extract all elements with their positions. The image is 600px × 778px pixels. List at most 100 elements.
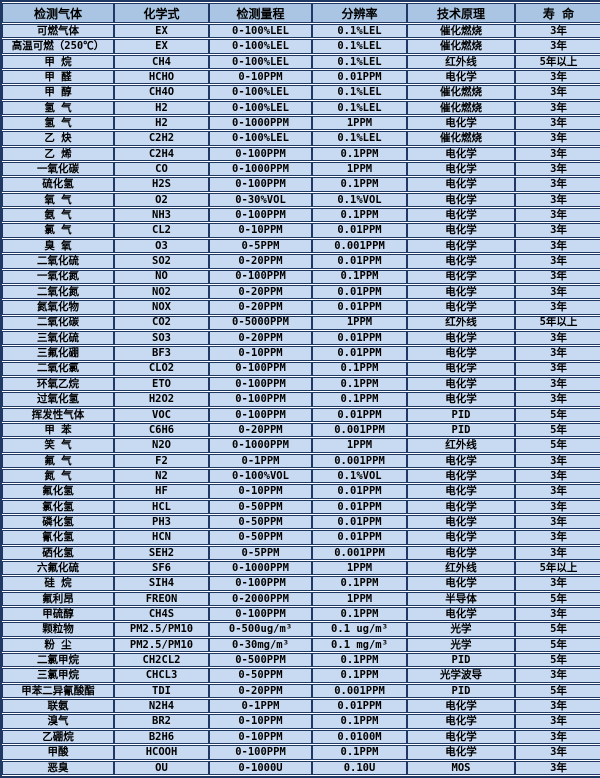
column-header: 化学式 (114, 3, 209, 23)
formula-cell: C2H4 (114, 146, 209, 162)
lifespan-cell: 3年 (515, 453, 600, 468)
lifespan-cell: 3年 (515, 484, 600, 499)
gas-name-cell: 环氧乙烷 (2, 376, 114, 392)
gas-name-cell: 恶臭 (2, 760, 114, 775)
range-cell: 0-30%VOL (209, 192, 312, 208)
table-row: 甲 醇 CH4O 0-100%LEL 0.1%LEL 催化燃烧 3年 (2, 85, 600, 100)
formula-cell: CHCL3 (114, 668, 209, 683)
resolution-cell: 0.001PPM (312, 545, 407, 561)
gas-name-cell: 高温可燃（250℃） (2, 39, 114, 54)
range-cell: 0-100PPM (209, 361, 312, 376)
gas-name-cell: 过氧化氢 (2, 392, 114, 407)
column-header: 分辨率 (312, 3, 407, 23)
gas-name-cell: 氧 气 (2, 192, 114, 208)
lifespan-cell: 3年 (515, 70, 600, 85)
gas-name-cell: 二氧化碳 (2, 315, 114, 330)
resolution-cell: 1PPM (312, 591, 407, 607)
table-row: 颗粒物 PM2.5/PM10 0-500ug/m³ 0.1 ug/m³ 光学 5年 (2, 622, 600, 637)
formula-cell: NH3 (114, 208, 209, 223)
gas-name-cell: 颗粒物 (2, 622, 114, 637)
table-row: 恶臭 OU 0-1000U 0.10U MOS 3年 (2, 760, 600, 775)
formula-cell: SIH4 (114, 576, 209, 591)
principle-cell: 电化学 (407, 238, 515, 254)
formula-cell: N2 (114, 468, 209, 484)
range-cell: 0-5000PPM (209, 315, 312, 330)
principle-cell: 电化学 (407, 146, 515, 162)
principle-cell: 电化学 (407, 729, 515, 745)
lifespan-cell: 3年 (515, 361, 600, 376)
formula-cell: ETO (114, 376, 209, 392)
range-cell: 0-100%LEL (209, 131, 312, 146)
range-cell: 0-100PPM (209, 392, 312, 407)
formula-cell: N2H4 (114, 699, 209, 714)
gas-name-cell: 三氯甲烷 (2, 668, 114, 683)
lifespan-cell: 3年 (515, 284, 600, 300)
gas-name-cell: 一氧化碳 (2, 162, 114, 177)
resolution-cell: 0.1%LEL (312, 39, 407, 54)
lifespan-cell: 5年 (515, 637, 600, 653)
lifespan-cell: 3年 (515, 468, 600, 484)
table-row: 粉 尘 PM2.5/PM10 0-30mg/m³ 0.1 mg/m³ 光学 5年 (2, 637, 600, 653)
column-header: 技术原理 (407, 3, 515, 23)
range-cell: 0-100%LEL (209, 85, 312, 100)
resolution-cell: 0.1PPM (312, 745, 407, 760)
lifespan-cell: 3年 (515, 238, 600, 254)
lifespan-cell: 5年 (515, 622, 600, 637)
lifespan-cell: 3年 (515, 100, 600, 116)
formula-cell: CO (114, 162, 209, 177)
principle-cell: PID (407, 407, 515, 422)
principle-cell: PID (407, 422, 515, 438)
formula-cell: N2O (114, 438, 209, 453)
principle-cell: 电化学 (407, 714, 515, 729)
table-row: 硅 烷 SIH4 0-100PPM 0.1PPM 电化学 3年 (2, 576, 600, 591)
lifespan-cell: 3年 (515, 300, 600, 315)
gas-name-cell: 溴气 (2, 714, 114, 729)
range-cell: 0-100PPM (209, 576, 312, 591)
range-cell: 0-100%LEL (209, 54, 312, 70)
formula-cell: VOC (114, 407, 209, 422)
resolution-cell: 0.1%VOL (312, 468, 407, 484)
lifespan-cell: 3年 (515, 223, 600, 238)
resolution-cell: 0.1%LEL (312, 85, 407, 100)
lifespan-cell: 3年 (515, 116, 600, 131)
formula-cell: OU (114, 760, 209, 775)
principle-cell: 红外线 (407, 561, 515, 576)
formula-cell: H2S (114, 177, 209, 192)
gas-name-cell: 氯 气 (2, 223, 114, 238)
formula-cell: CH4 (114, 54, 209, 70)
table-row: 环氧乙烷 ETO 0-100PPM 0.1PPM 电化学 3年 (2, 376, 600, 392)
principle-cell: PID (407, 653, 515, 668)
range-cell: 0-100PPM (209, 177, 312, 192)
principle-cell: PID (407, 683, 515, 699)
resolution-cell: 0.1PPM (312, 376, 407, 392)
formula-cell: CO2 (114, 315, 209, 330)
resolution-cell: 0.1%LEL (312, 100, 407, 116)
table-row: 溴气 BR2 0-10PPM 0.1PPM 电化学 3年 (2, 714, 600, 729)
table-row: 氟化氢 HF 0-10PPM 0.01PPM 电化学 3年 (2, 484, 600, 499)
range-cell: 0-50PPM (209, 668, 312, 683)
formula-cell: BF3 (114, 346, 209, 361)
formula-cell: SO2 (114, 254, 209, 269)
lifespan-cell: 3年 (515, 392, 600, 407)
lifespan-cell: 3年 (515, 346, 600, 361)
resolution-cell: 0.01PPM (312, 515, 407, 530)
column-header: 检测量程 (209, 3, 312, 23)
range-cell: 0-20PPM (209, 422, 312, 438)
resolution-cell: 0.10U (312, 760, 407, 775)
lifespan-cell: 3年 (515, 515, 600, 530)
lifespan-cell: 5年以上 (515, 561, 600, 576)
range-cell: 0-10PPM (209, 714, 312, 729)
gas-name-cell: 甲酸 (2, 745, 114, 760)
formula-cell: B2H6 (114, 729, 209, 745)
principle-cell: 催化燃烧 (407, 100, 515, 116)
resolution-cell: 0.1PPM (312, 269, 407, 284)
resolution-cell: 0.1PPM (312, 177, 407, 192)
gas-name-cell: 三氧化硫 (2, 330, 114, 346)
range-cell: 0-10PPM (209, 346, 312, 361)
principle-cell: 红外线 (407, 438, 515, 453)
principle-cell: 催化燃烧 (407, 131, 515, 146)
resolution-cell: 0.001PPM (312, 683, 407, 699)
resolution-cell: 1PPM (312, 315, 407, 330)
resolution-cell: 0.01PPM (312, 499, 407, 514)
header-row: 检测气体 化学式 检测量程 分辨率 技术原理寿 命 (2, 3, 600, 23)
